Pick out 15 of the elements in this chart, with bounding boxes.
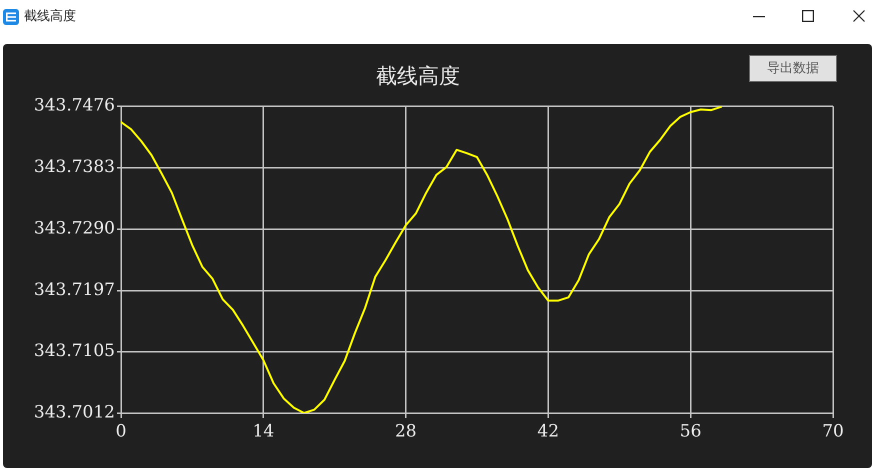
- x-tick-label: 70: [822, 422, 844, 442]
- text: 导出数据: [767, 60, 819, 76]
- y-tick-label: 343.7290: [34, 218, 115, 239]
- chart-title: 截线高度: [376, 64, 460, 88]
- chart-title: 截线高度: [24, 9, 76, 24]
- x-tick-label: 0: [116, 422, 126, 442]
- y-tick-label: 343.7383: [34, 157, 115, 178]
- y-tick-label: 343.7105: [34, 340, 115, 361]
- x-tick-label: 28: [394, 422, 417, 442]
- y-tick-label: 343.7476: [34, 96, 115, 116]
- x-tick-label: 14: [252, 422, 274, 442]
- x-tick-label: 56: [680, 422, 702, 442]
- x-tick-label: 42: [537, 422, 560, 442]
- y-tick-label: 343.7012: [34, 402, 115, 422]
- y-tick-label: 343.7197: [34, 280, 115, 300]
